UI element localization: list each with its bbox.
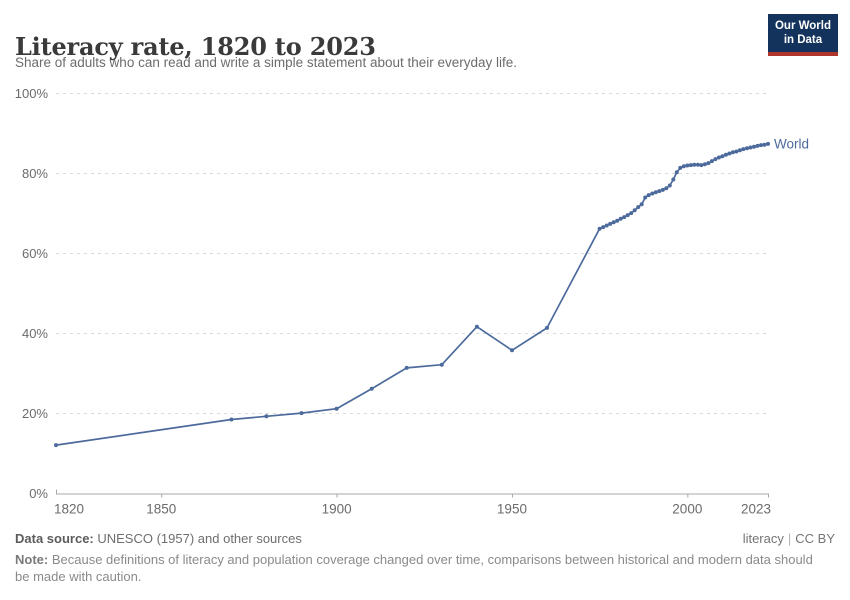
data-point[interactable] xyxy=(762,142,767,147)
footer-note: Note: Because definitions of literacy an… xyxy=(15,552,815,585)
data-point[interactable] xyxy=(334,406,339,411)
footer-separator: | xyxy=(787,531,792,546)
data-point[interactable] xyxy=(752,144,756,149)
data-point[interactable] xyxy=(759,143,763,148)
data-point[interactable] xyxy=(720,154,725,159)
data-point[interactable] xyxy=(601,225,606,230)
data-point[interactable] xyxy=(737,148,742,153)
data-point[interactable] xyxy=(723,152,728,157)
license-link[interactable]: CC BY xyxy=(795,531,835,546)
data-point[interactable] xyxy=(695,162,700,167)
footer-source-row: Data source: UNESCO (1957) and other sou… xyxy=(15,531,835,546)
data-point[interactable] xyxy=(639,202,644,207)
data-point[interactable] xyxy=(643,195,648,200)
data-point[interactable] xyxy=(745,146,749,151)
data-point[interactable] xyxy=(650,191,655,196)
y-tick-label: 0% xyxy=(29,486,48,501)
data-point[interactable] xyxy=(709,159,714,164)
data-point[interactable] xyxy=(474,324,479,329)
data-point[interactable] xyxy=(510,348,514,353)
x-tick-label: 1820 xyxy=(54,502,84,517)
data-point[interactable] xyxy=(664,186,669,191)
data-point[interactable] xyxy=(299,411,304,416)
data-point[interactable] xyxy=(727,151,732,156)
data-point[interactable] xyxy=(692,162,697,167)
topic-link[interactable]: literacy xyxy=(742,531,784,546)
x-tick-label: 1950 xyxy=(497,502,527,517)
data-point[interactable] xyxy=(702,162,707,167)
data-point[interactable] xyxy=(636,205,641,210)
data-source-label: Data source: xyxy=(15,531,94,546)
data-point[interactable] xyxy=(608,221,613,226)
y-tick-label: 100% xyxy=(15,86,49,101)
data-point[interactable] xyxy=(369,386,374,391)
data-point[interactable] xyxy=(755,143,760,148)
note-text: Because definitions of literacy and popu… xyxy=(15,552,813,584)
data-point[interactable] xyxy=(622,215,627,220)
data-point[interactable] xyxy=(730,150,735,155)
x-tick-label: 2000 xyxy=(672,502,702,517)
x-tick-label: 1900 xyxy=(322,502,352,517)
chart-subtitle: Share of adults who can read and write a… xyxy=(15,55,518,70)
data-point[interactable] xyxy=(685,163,690,168)
data-point[interactable] xyxy=(439,362,444,367)
data-point[interactable] xyxy=(678,165,683,170)
data-point[interactable] xyxy=(54,443,58,448)
data-point[interactable] xyxy=(741,147,746,152)
data-point[interactable] xyxy=(706,161,711,166)
data-point[interactable] xyxy=(748,145,753,150)
owid-logo-line2: in Data xyxy=(783,34,823,47)
data-source-text: Data source: UNESCO (1957) and other sou… xyxy=(15,531,302,546)
owid-logo[interactable]: Our World in Data xyxy=(767,14,838,56)
data-point[interactable] xyxy=(545,325,549,330)
footer-links: literacy | CC BY xyxy=(743,531,835,546)
data-point[interactable] xyxy=(653,190,658,195)
data-point[interactable] xyxy=(264,414,269,419)
data-point[interactable] xyxy=(604,223,609,228)
x-tick-label: 1850 xyxy=(146,502,176,517)
data-point[interactable] xyxy=(667,183,672,188)
data-point[interactable] xyxy=(716,155,721,160)
data-point[interactable] xyxy=(766,141,770,146)
note-label: Note: xyxy=(15,552,49,567)
owid-logo-line1: Our World xyxy=(774,20,831,32)
data-point[interactable] xyxy=(660,187,665,192)
y-tick-label: 20% xyxy=(22,406,48,421)
series-label-world[interactable]: World xyxy=(774,136,809,151)
y-tick-label: 40% xyxy=(22,326,48,341)
data-point[interactable] xyxy=(618,216,623,221)
data-point[interactable] xyxy=(625,213,630,218)
data-point[interactable] xyxy=(688,163,693,168)
page-title: Literacy rate, 1820 to 2023 xyxy=(15,32,376,62)
data-point[interactable] xyxy=(629,211,634,216)
y-tick-label: 80% xyxy=(22,166,48,181)
data-point[interactable] xyxy=(671,177,676,182)
data-point[interactable] xyxy=(632,208,637,213)
data-point[interactable] xyxy=(646,193,651,198)
data-point[interactable] xyxy=(713,157,718,162)
data-point[interactable] xyxy=(404,365,409,370)
y-tick-label: 60% xyxy=(22,246,48,261)
data-point[interactable] xyxy=(699,163,704,168)
data-point[interactable] xyxy=(229,417,234,422)
data-point[interactable] xyxy=(657,189,662,194)
x-tick-label: 2023 xyxy=(741,502,771,517)
data-point[interactable] xyxy=(615,218,620,223)
data-point[interactable] xyxy=(734,149,739,154)
data-source-value: UNESCO (1957) and other sources xyxy=(93,531,302,546)
data-point[interactable] xyxy=(681,164,686,169)
data-point[interactable] xyxy=(597,226,602,231)
data-point[interactable] xyxy=(674,170,679,175)
literacy-line-chart[interactable]: 0% 20% 40% 60% 80% 100% 1820 1850 1900 1950 2000 20… xyxy=(0,0,850,525)
data-point[interactable] xyxy=(611,220,616,225)
